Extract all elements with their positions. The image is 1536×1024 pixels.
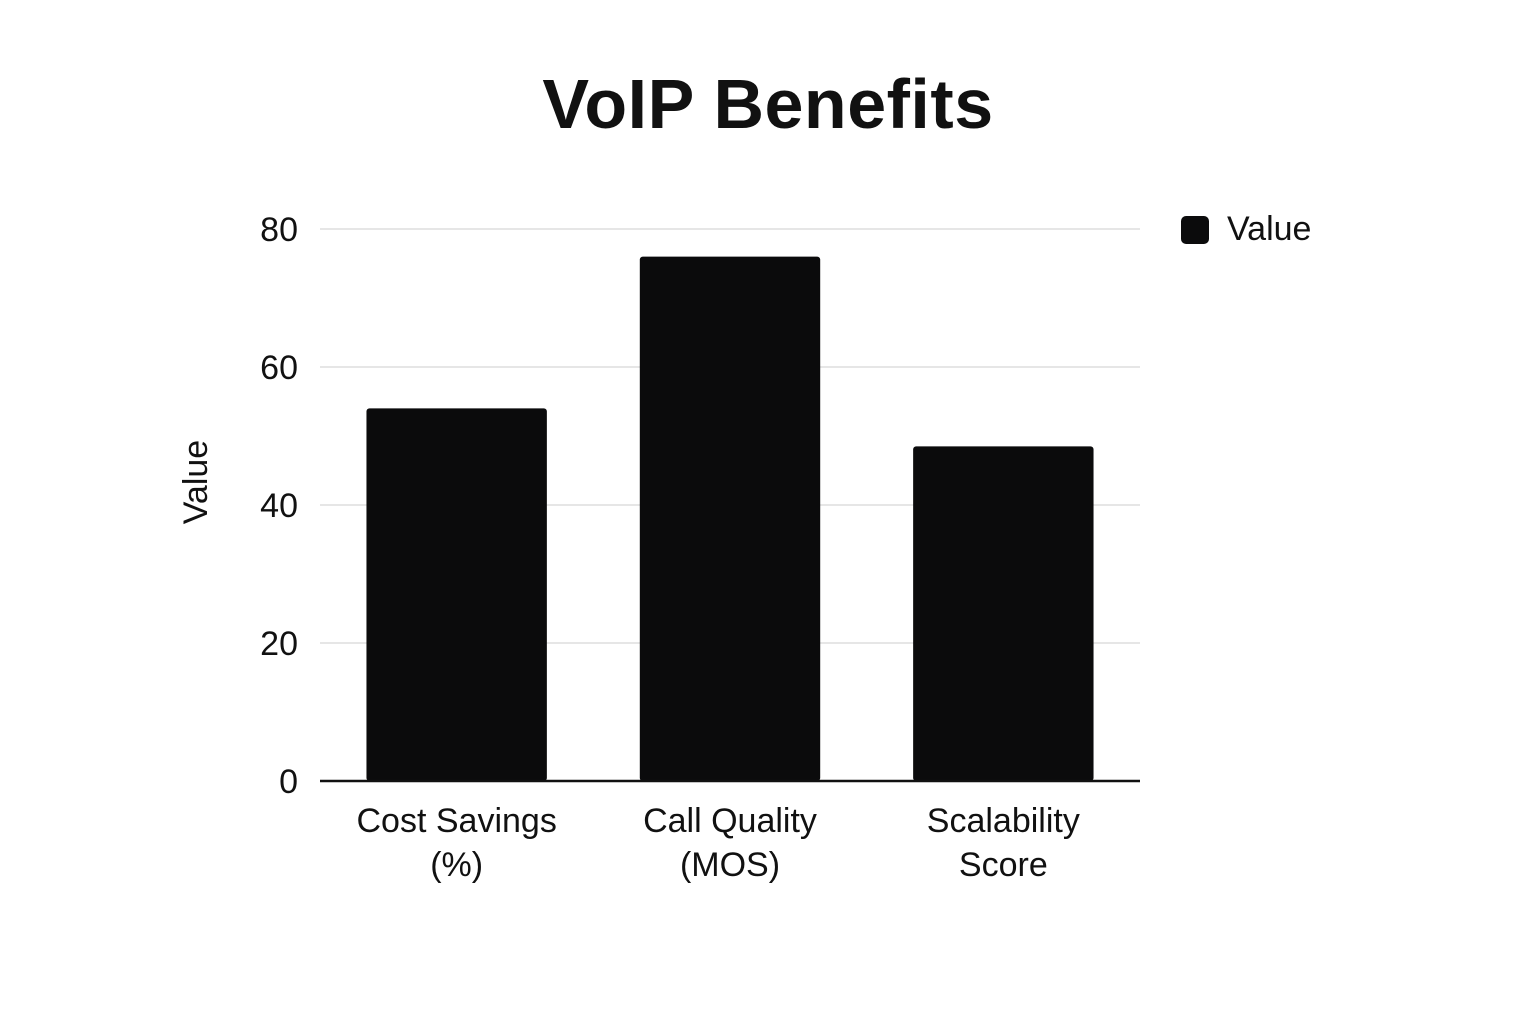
y-tick-label: 40 [260,487,298,525]
bar [913,446,1094,781]
y-tick-label: 80 [260,211,298,249]
x-tick-label: Cost Savings [357,802,557,840]
y-tick-label: 60 [260,349,298,387]
x-tick-label: Score [959,846,1048,884]
legend: Value [1181,210,1311,249]
x-tick-label: (MOS) [680,846,780,884]
chart-title: VoIP Benefits [542,65,994,143]
y-tick-label: 0 [279,763,298,801]
legend-label: Value [1227,210,1312,248]
axes: 0 20 40 60 80 Cost Savings (%) Call Quality (MOS… [260,211,1140,884]
x-tick-label: Scalability [927,802,1080,840]
x-tick-label: Call Quality [643,802,817,840]
bars [366,256,1094,782]
bar [639,256,821,782]
legend-swatch [1181,215,1209,244]
y-tick-label: 20 [260,625,298,663]
bar [366,408,547,781]
x-tick-label: (%) [430,846,483,884]
y-axis-label: Value [177,440,215,524]
